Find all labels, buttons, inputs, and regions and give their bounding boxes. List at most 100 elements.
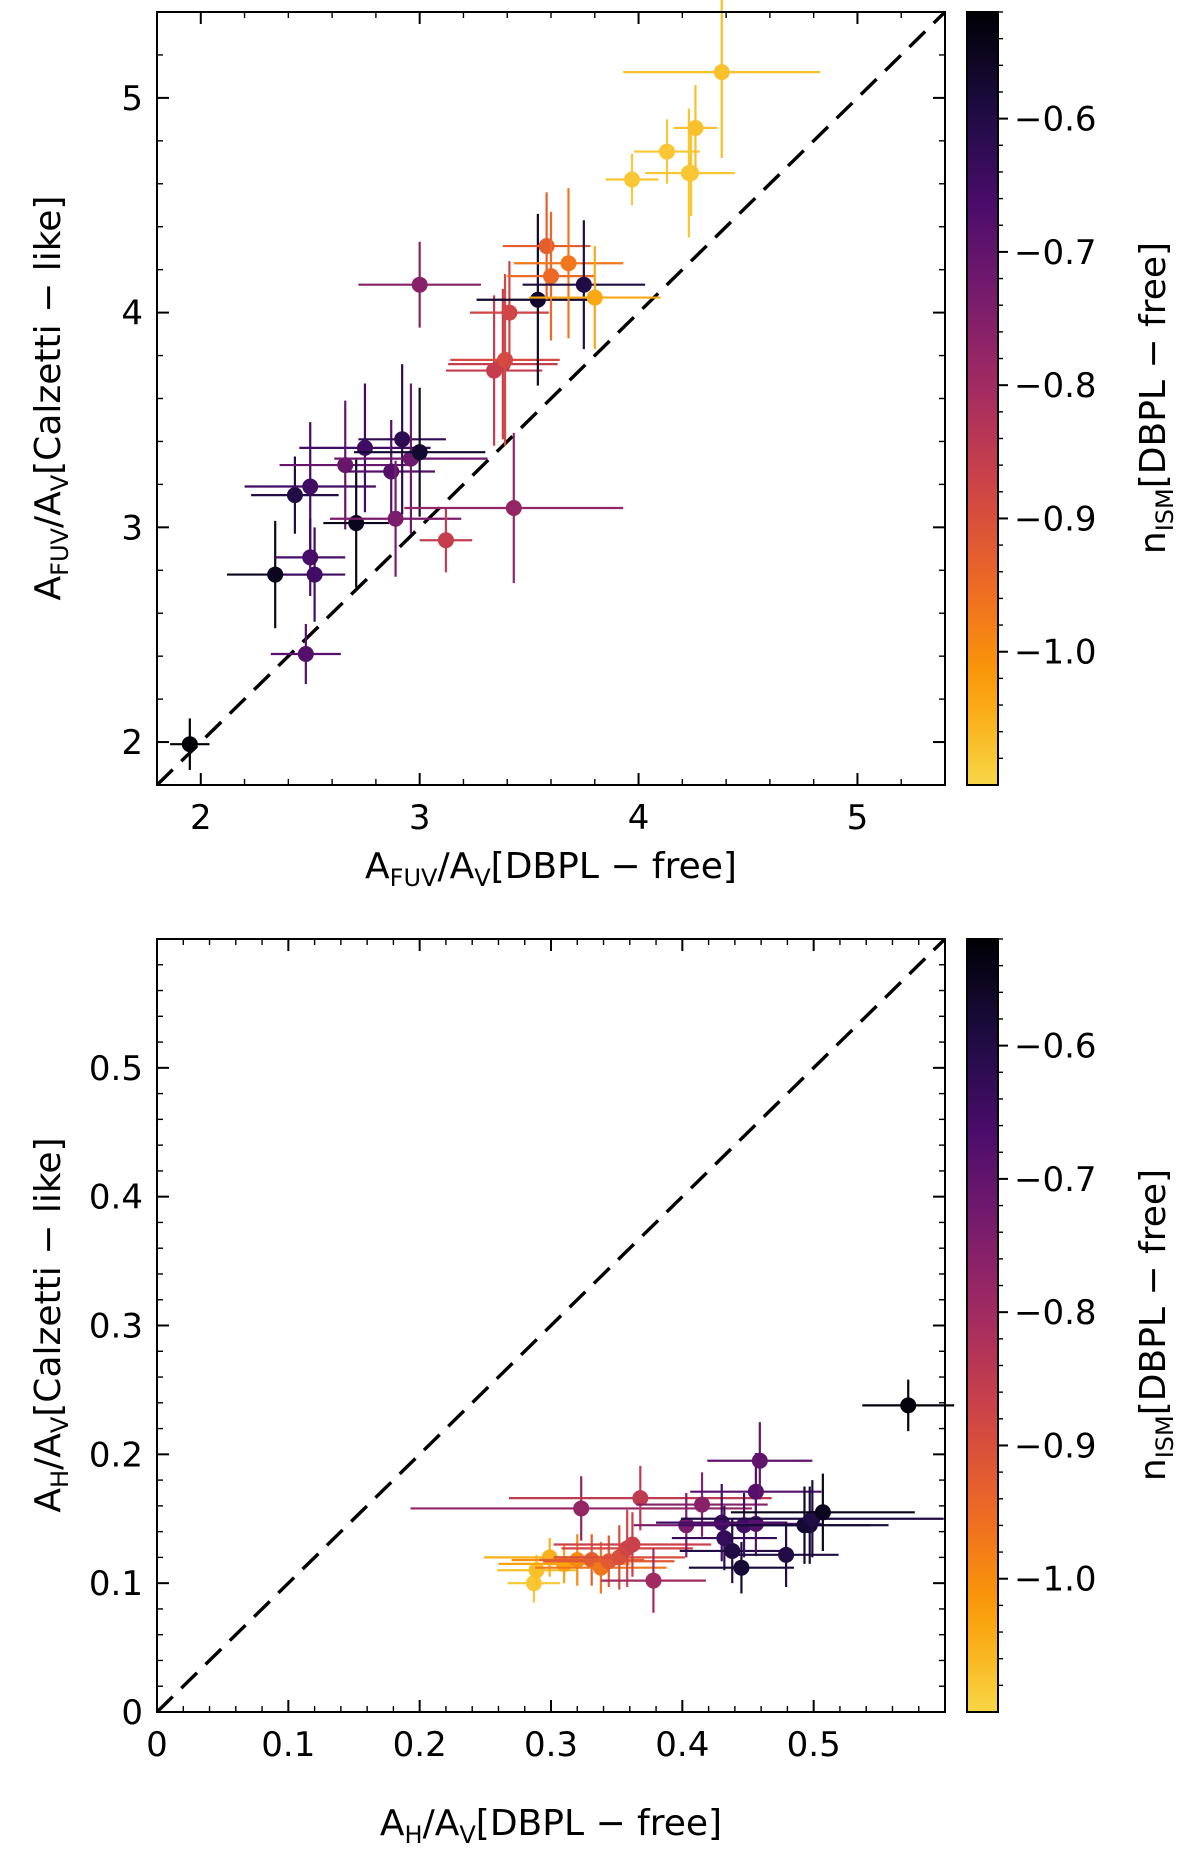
x-tick-label: 0.4 xyxy=(655,1725,709,1765)
data-point xyxy=(535,1541,667,1594)
bottom-y-axis-label: AH/AV[Calzetti − like] xyxy=(28,1137,74,1512)
data-marker xyxy=(724,1542,741,1559)
data-marker xyxy=(181,736,198,753)
bottom-x-axis-label: AH/AV[DBPL − free] xyxy=(380,1803,722,1849)
x-tick-label: 5 xyxy=(847,798,869,838)
data-point xyxy=(507,211,595,341)
data-point xyxy=(605,153,659,206)
y-tick-label: 0.3 xyxy=(89,1307,143,1347)
data-marker xyxy=(632,1490,649,1507)
data-marker xyxy=(683,165,700,182)
data-marker xyxy=(529,291,546,308)
one-to-one-line xyxy=(155,937,947,1714)
data-marker xyxy=(623,171,640,188)
top-colorbar-gradient xyxy=(967,12,998,785)
data-marker xyxy=(814,1504,831,1521)
data-marker xyxy=(573,1500,590,1517)
x-tick-label: 2 xyxy=(190,798,212,838)
top-panel-frame xyxy=(156,11,946,786)
x-tick-label: 3 xyxy=(409,798,431,838)
bottom-panel-tick-labels: 0 0.1 0.2 0.3 0.4 0.5 0 0.1 0.2 0.3 0.4 0.5 xyxy=(89,1049,841,1765)
top-y-axis-label: AFUV/AV[Calzetti − like] xyxy=(28,196,74,601)
colorbar-tick-label: −0.9 xyxy=(1014,1426,1097,1466)
data-marker xyxy=(505,500,522,517)
y-tick-label: 3 xyxy=(121,508,143,548)
data-marker xyxy=(297,646,314,663)
x-tick-label: 0.1 xyxy=(261,1725,315,1765)
x-tick-label: 4 xyxy=(628,798,650,838)
colorbar-tick-label: −0.8 xyxy=(1014,1293,1097,1333)
data-marker xyxy=(560,255,577,272)
x-tick-label: 0 xyxy=(146,1725,168,1765)
data-marker xyxy=(645,1572,662,1589)
data-marker xyxy=(286,487,303,504)
data-marker xyxy=(716,1530,733,1547)
bottom-panel-identity-line xyxy=(155,937,947,1714)
bottom-colorbar-ticks: −0.6 −0.7 −0.8 −0.9 −1.0 xyxy=(998,938,1097,1687)
data-point xyxy=(688,1541,794,1594)
data-point xyxy=(244,422,376,551)
x-tick-label: 0.5 xyxy=(787,1725,841,1765)
bottom-colorbar-label: nISM[DBPL − free] xyxy=(1133,1169,1179,1481)
data-marker xyxy=(713,64,730,81)
data-point xyxy=(679,1518,785,1584)
data-point xyxy=(600,1548,706,1613)
colorbar-tick-label: −0.7 xyxy=(1014,233,1097,273)
data-point xyxy=(529,246,661,350)
bottom-colorbar-gradient xyxy=(967,939,998,1712)
data-marker xyxy=(356,439,373,456)
data-point xyxy=(410,1476,752,1541)
data-point xyxy=(358,364,446,515)
data-point xyxy=(623,0,821,159)
data-marker xyxy=(411,276,428,293)
colorbar-tick-label: −0.9 xyxy=(1014,499,1097,539)
data-marker xyxy=(538,238,555,255)
data-point xyxy=(513,188,624,339)
data-point xyxy=(251,456,339,534)
y-tick-label: 0.4 xyxy=(89,1178,143,1218)
data-marker xyxy=(659,143,676,160)
y-tick-label: 0.1 xyxy=(89,1564,143,1604)
top-x-axis-label: AFUV/AV[DBPL − free] xyxy=(365,846,737,892)
data-marker xyxy=(267,566,284,583)
colorbar-tick-label: −0.6 xyxy=(1014,1027,1097,1067)
bottom-scatter-panel: 0 0.1 0.2 0.3 0.4 0.5 0 0.1 0.2 0.3 0.4 0.5 AH/AV[D… xyxy=(28,937,1179,1849)
top-colorbar-label: nISM[DBPL − free] xyxy=(1133,242,1179,554)
data-marker xyxy=(751,1452,768,1469)
data-marker xyxy=(586,289,603,306)
data-marker xyxy=(394,431,411,448)
top-panel-tick-labels: 2 3 4 5 2 3 4 5 xyxy=(121,79,868,838)
data-point xyxy=(270,623,341,685)
data-point xyxy=(419,508,473,573)
data-point xyxy=(329,460,462,577)
top-colorbar-ticks: −0.6 −0.7 −0.8 −0.9 −1.0 xyxy=(998,11,1097,760)
bottom-panel-data-points xyxy=(410,1379,955,1613)
top-panel-data-points xyxy=(170,0,821,770)
data-point xyxy=(671,1505,777,1571)
colorbar-tick-label: −0.6 xyxy=(1014,100,1097,140)
bottom-colorbar-frame xyxy=(966,938,999,1713)
data-point xyxy=(707,1422,813,1500)
data-marker xyxy=(383,463,400,480)
data-point xyxy=(730,1473,915,1551)
colorbar-tick-label: −0.7 xyxy=(1014,1160,1097,1200)
data-point xyxy=(508,1465,772,1531)
y-tick-label: 0.5 xyxy=(89,1049,143,1089)
data-marker xyxy=(411,444,428,461)
y-tick-label: 5 xyxy=(121,79,143,119)
data-point xyxy=(358,241,481,328)
data-marker xyxy=(437,532,454,549)
data-marker xyxy=(543,268,559,285)
data-marker xyxy=(624,1536,641,1553)
bottom-colorbar: −0.6 −0.7 −0.8 −0.9 −1.0 nISM[DBPL − free] xyxy=(966,938,1179,1713)
data-marker xyxy=(687,119,704,136)
y-tick-label: 0.2 xyxy=(89,1435,143,1475)
bottom-panel-frame xyxy=(156,938,946,1713)
data-marker xyxy=(694,1496,711,1513)
x-tick-label: 0.2 xyxy=(393,1725,447,1765)
colorbar-tick-label: −1.0 xyxy=(1014,633,1097,673)
data-marker xyxy=(525,1575,542,1592)
data-marker xyxy=(306,566,323,583)
data-marker xyxy=(302,478,319,495)
y-tick-label: 4 xyxy=(121,294,143,334)
